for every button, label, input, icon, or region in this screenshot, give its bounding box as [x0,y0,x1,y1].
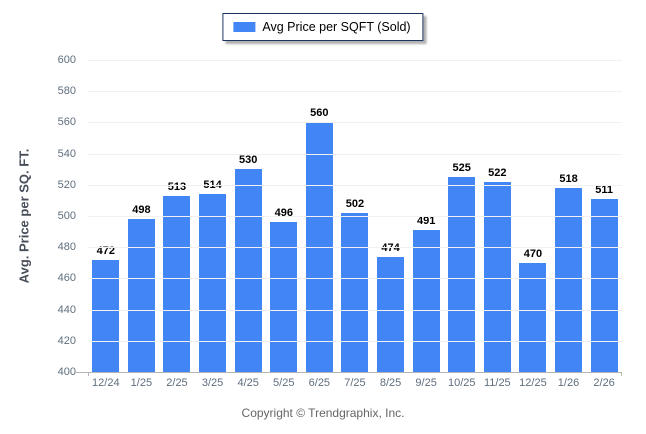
bar[interactable] [163,195,191,372]
gridline [88,122,622,124]
x-tick-label: 1/25 [130,377,153,389]
gridline [88,247,622,249]
gridline [88,340,622,342]
axis-tick [88,372,89,376]
bar[interactable] [234,169,262,372]
x-tick-label: 6/25 [308,377,331,389]
bar-value-label: 498 [132,204,151,217]
y-tick-label: 540 [57,147,76,160]
bar-slot: 530 [230,60,266,372]
x-tick-label: 8/25 [379,377,402,389]
bar-value-label: 560 [310,107,329,120]
bar-slot: 470 [515,60,551,372]
bar-value-label: 472 [96,244,115,257]
bar[interactable] [377,256,405,372]
bar[interactable] [483,181,511,372]
bar[interactable] [412,230,440,372]
bar[interactable] [92,259,120,372]
bar-slot: 502 [337,60,373,372]
gridline [88,278,622,280]
x-tick-label: 1/26 [557,377,580,389]
y-tick-label: 420 [57,334,76,347]
gridline [88,216,622,217]
gridline [88,309,622,311]
bar[interactable] [341,212,369,372]
y-tick-label: 400 [57,366,76,378]
legend-label: Avg Price per SQFT (Sold) [262,20,411,34]
bar[interactable] [519,262,547,372]
y-tick-label: 580 [57,85,76,98]
legend-swatch-icon [233,22,256,32]
bar[interactable] [270,222,298,372]
gridline [88,153,622,155]
bar-value-label: 491 [416,215,436,228]
bar-value-label: 525 [452,162,471,174]
plot-area: 472 498 513 514 530 496 560 502 474 491 525 522 470 5… [76,60,622,376]
bar[interactable] [590,198,618,372]
gridline [88,60,622,61]
x-tick-label: 3/25 [201,377,224,389]
bar-value-label: 496 [274,207,293,220]
y-tick-label: 500 [57,210,76,222]
bar-slot: 498 [124,60,160,372]
gridline [88,184,622,186]
bar-slot: 522 [480,60,516,372]
x-tick-label: 4/25 [237,377,259,389]
copyright-text: Copyright © Trendgraphix, Inc. [241,406,405,420]
x-tick-label: 2/25 [166,377,188,389]
legend[interactable]: Avg Price per SQFT (Sold) [222,13,424,41]
bar-value-label: 522 [488,166,507,179]
bar-value-label: 502 [345,197,365,210]
bar-value-label: 518 [559,172,578,185]
bar-slot: 513 [159,60,195,372]
bar-slot: 491 [408,60,444,372]
bar-value-label: 470 [523,247,543,260]
x-tick-label: 12/25 [519,377,547,389]
bar-value-label: 530 [238,154,258,167]
x-tick-label: 9/25 [415,377,437,389]
bar-value-label: 511 [595,183,613,196]
y-axis-title: Avg. Price per SQ. FT. [16,148,32,284]
y-tick-label: 480 [57,241,76,254]
bar[interactable] [127,219,155,372]
bar[interactable] [448,177,476,372]
x-tick-label: 7/25 [344,377,366,389]
gridline [88,91,622,93]
y-tick-label: 460 [57,272,76,285]
bar-slot: 511 [586,60,622,372]
x-axis-line [76,372,622,373]
y-tick-label: 560 [57,116,76,129]
bar-value-label: 513 [167,180,187,193]
x-tick-label: 5/25 [273,377,295,389]
y-tick-label: 440 [57,303,76,316]
y-axis-labels: 400 420 440 460 480 500 520 540 560 580 600 [40,54,82,378]
x-tick-label: 10/25 [447,377,476,389]
x-tick-label: 2/26 [593,377,615,389]
x-axis-labels: 12/24 1/25 2/25 3/25 4/25 5/25 6/25 7/25 8/25 9/2… [88,377,622,389]
x-tick-label: 11/25 [483,377,511,389]
bar[interactable] [199,194,227,372]
y-tick-label: 600 [57,54,76,66]
bar-slot: 525 [444,60,480,372]
axis-tick [621,372,622,376]
x-tick-label: 12/24 [92,377,120,389]
y-tick-label: 520 [57,178,76,191]
